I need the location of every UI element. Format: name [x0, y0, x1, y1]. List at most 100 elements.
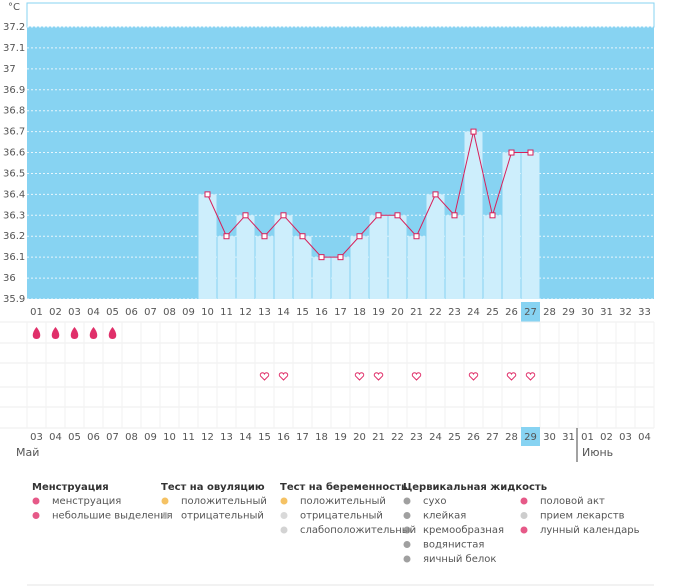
point	[375, 212, 382, 219]
point	[432, 191, 439, 198]
legend-icon	[32, 512, 40, 519]
date-label: 05	[68, 432, 81, 443]
point	[242, 212, 249, 219]
heart-icon	[259, 372, 270, 381]
highlight-date	[521, 427, 540, 446]
legend-label: слабоположительный	[300, 525, 416, 536]
heart-icon	[354, 372, 365, 381]
point	[280, 212, 287, 219]
date-label: 17	[296, 432, 309, 443]
x-tick-label: 08	[163, 307, 176, 318]
point	[413, 233, 420, 240]
bar	[331, 257, 350, 299]
y-tick-label: 36.6	[3, 148, 25, 159]
legend-icon	[520, 497, 528, 505]
x-tick-label: 03	[68, 307, 81, 318]
date-label: 15	[258, 432, 271, 443]
bar	[198, 194, 217, 299]
plot-background	[27, 27, 654, 299]
date-label: 28	[505, 432, 518, 443]
point	[394, 212, 401, 219]
point	[451, 212, 458, 219]
x-tick-label: 32	[619, 307, 632, 318]
x-tick-label: 33	[638, 307, 651, 318]
bar	[483, 215, 502, 299]
heart-icon	[411, 372, 422, 381]
date-label: 04	[638, 432, 651, 443]
legend-label: лунный календарь	[540, 525, 640, 536]
bar	[502, 152, 521, 299]
date-label: 11	[182, 432, 195, 443]
y-tick-label: 37.2	[3, 22, 25, 33]
x-tick-label: 26	[505, 307, 518, 318]
x-tick-label: 19	[372, 307, 385, 318]
x-tick-label: 10	[201, 307, 214, 318]
month-label: Июнь	[582, 446, 613, 459]
date-label: 12	[201, 432, 214, 443]
date-label: 24	[429, 432, 442, 443]
y-tick-label: 36.7	[3, 127, 25, 138]
date-label: 18	[315, 432, 328, 443]
legend-icon	[403, 555, 411, 563]
y-tick-label: 36.1	[3, 252, 25, 263]
legend-title: Тест на беременность	[280, 481, 407, 493]
month-label: Май	[16, 446, 39, 459]
legend-title: Цервикальная жидкость	[403, 482, 547, 493]
point	[318, 254, 325, 261]
x-tick-label: 02	[49, 307, 62, 318]
date-label: 13	[220, 432, 233, 443]
menstruation-icon	[89, 327, 98, 339]
bar	[388, 215, 407, 299]
legend-icon	[161, 497, 169, 505]
x-tick-label: 16	[315, 307, 328, 318]
date-label: 27	[486, 432, 499, 443]
heart-icon	[278, 372, 289, 381]
date-label: 23	[410, 432, 423, 443]
x-tick-label: 27	[524, 307, 537, 318]
y-tick-label: 36	[3, 273, 16, 284]
date-label: 10	[163, 432, 176, 443]
x-tick-label: 14	[277, 307, 290, 318]
date-label: 22	[391, 432, 404, 443]
legend-icon	[520, 512, 528, 519]
y-tick-label: 37	[3, 64, 16, 75]
y-tick-label: 35.9	[3, 294, 25, 305]
date-label: 20	[353, 432, 366, 443]
x-tick-label: 09	[182, 307, 195, 318]
x-tick-label: 13	[258, 307, 271, 318]
legend-label: отрицательный	[300, 511, 383, 522]
date-label: 09	[144, 432, 157, 443]
x-tick-label: 07	[144, 307, 157, 318]
legend-icon	[403, 541, 411, 548]
date-label: 29	[524, 432, 537, 443]
y-tick-label: 36.3	[3, 210, 25, 221]
legend-icon	[403, 526, 411, 534]
bar	[445, 215, 464, 299]
x-tick-label: 05	[106, 307, 119, 318]
y-tick-label: 36.4	[3, 189, 25, 200]
date-label: 21	[372, 432, 385, 443]
date-label: 14	[239, 432, 252, 443]
date-label: 16	[277, 432, 290, 443]
point	[356, 233, 363, 240]
y-tick-label: 36.8	[3, 106, 25, 117]
x-tick-label: 29	[562, 307, 575, 318]
legend-icon	[280, 512, 288, 519]
legend-label: прием лекарств	[540, 511, 625, 522]
x-tick-label: 20	[391, 307, 404, 318]
date-label: 03	[30, 432, 43, 443]
bar	[369, 215, 388, 299]
date-label: 25	[448, 432, 461, 443]
date-label: 31	[562, 432, 575, 443]
x-tick-label: 04	[87, 307, 100, 318]
legend-label: половой акт	[540, 496, 605, 507]
bar	[312, 257, 331, 299]
menstruation-icon	[108, 327, 117, 339]
x-tick-label: 01	[30, 307, 43, 318]
x-tick-label: 18	[353, 307, 366, 318]
legend-label: кремообразная	[423, 525, 504, 536]
menstruation-icon	[32, 327, 41, 339]
legend-icon	[403, 497, 411, 505]
legend-title: Тест на овуляцию	[161, 482, 265, 493]
